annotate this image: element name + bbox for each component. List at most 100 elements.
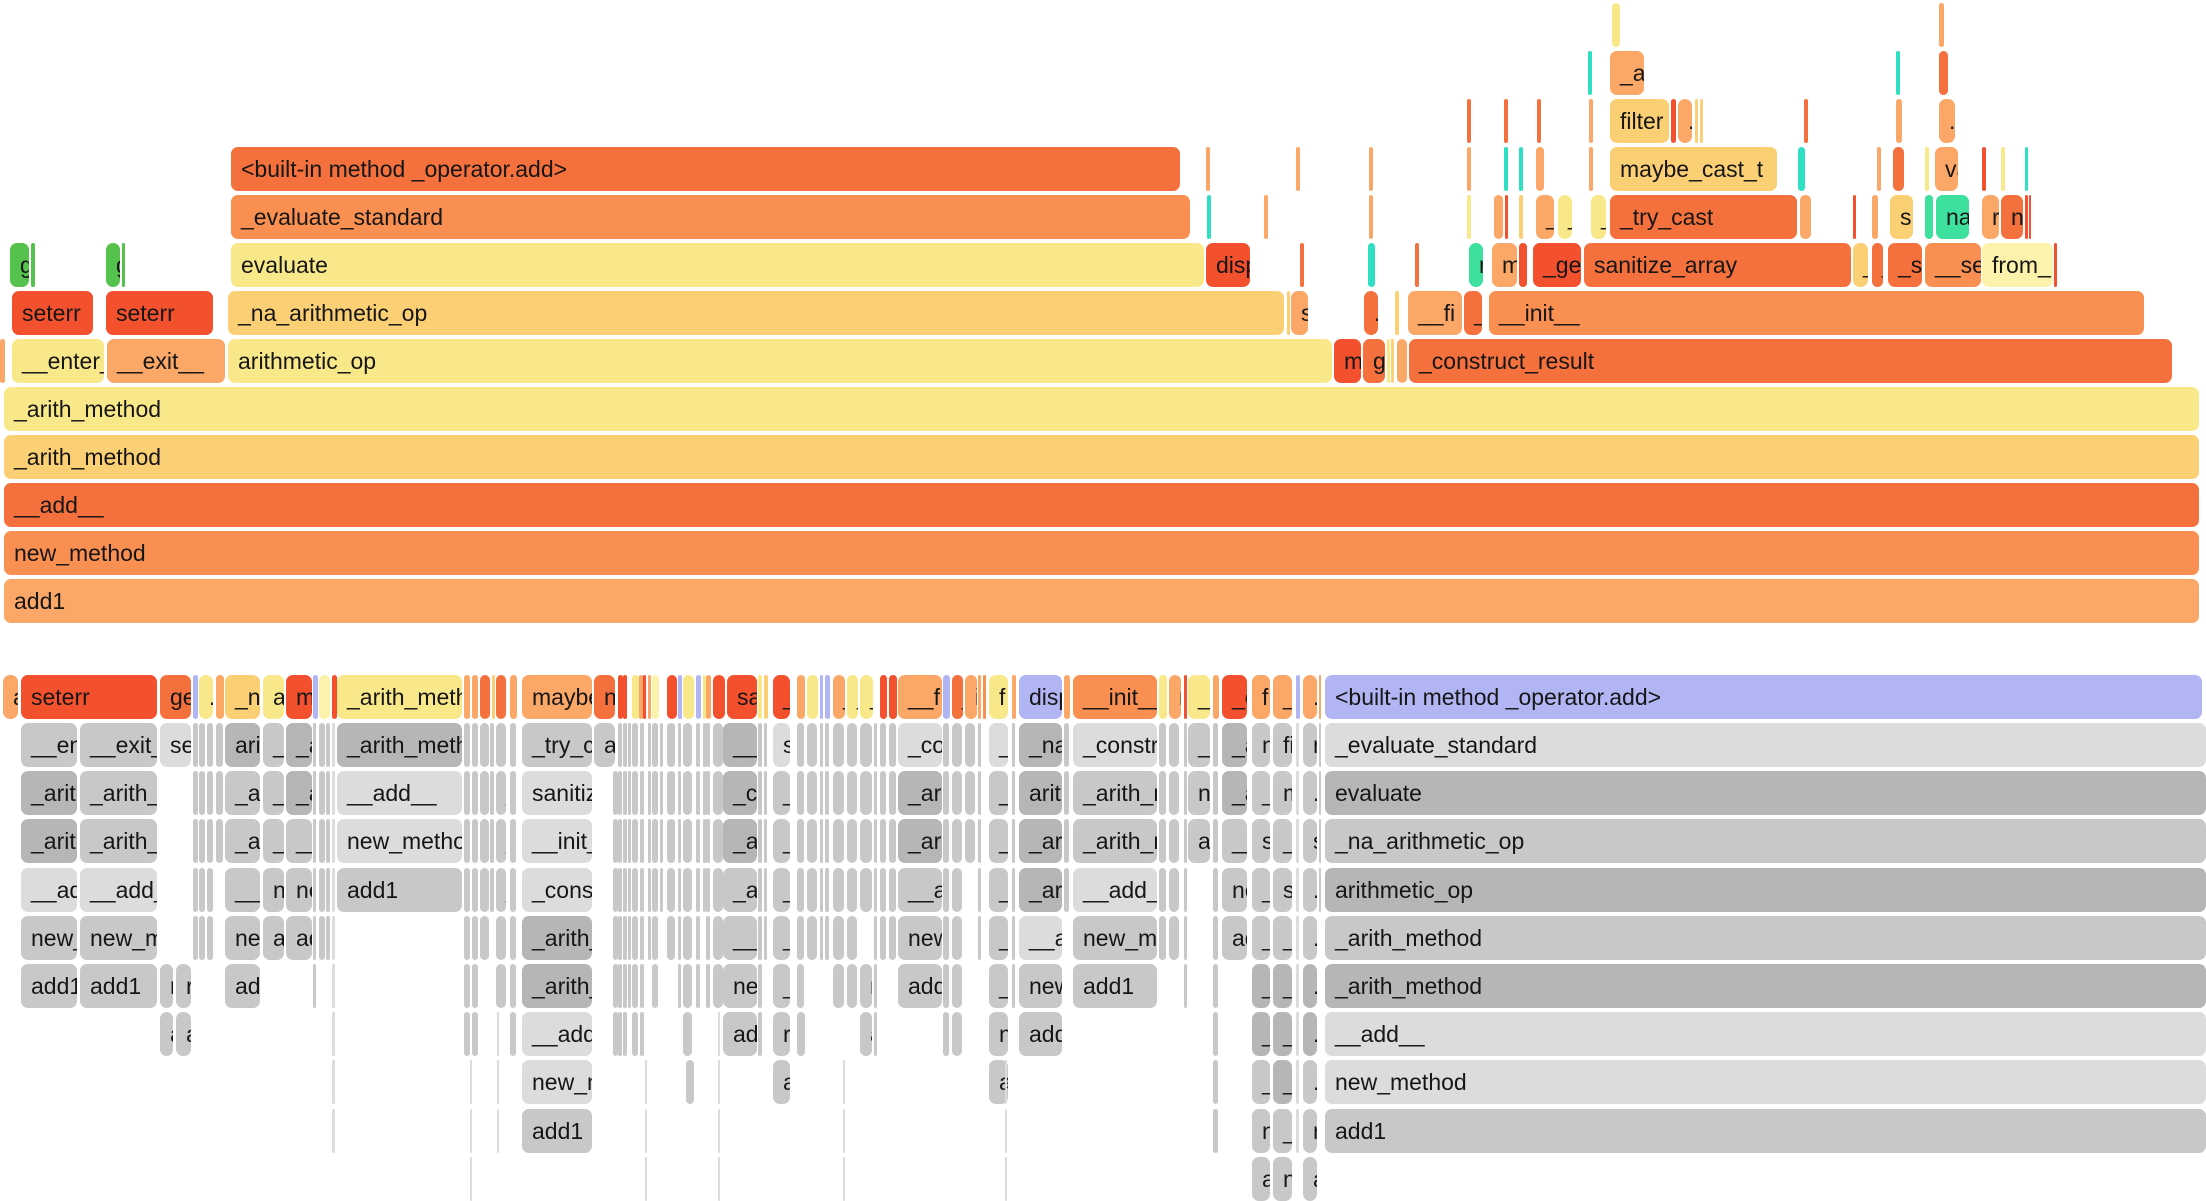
frame-sliver[interactable]: [965, 819, 975, 863]
frame-sliver[interactable]: [764, 771, 767, 815]
frame-__add__[interactable]: __add__: [898, 868, 942, 912]
frame-sliver[interactable]: [207, 771, 213, 815]
frame-[interactable]: .: [807, 675, 818, 719]
frame-_[interactable]: _: [1252, 964, 1270, 1008]
frame-sliver[interactable]: [696, 916, 700, 960]
frame-sliver[interactable]: [1939, 3, 1944, 47]
frame-_arith_method[interactable]: _arith_method: [1019, 868, 1062, 912]
frame-sliver[interactable]: [1213, 916, 1218, 960]
frame-sliver[interactable]: [492, 675, 495, 719]
frame-_[interactable]: _: [1273, 1109, 1292, 1153]
frame-g[interactable]: g: [106, 243, 120, 287]
frame-sliver[interactable]: [703, 868, 706, 912]
frame-_[interactable]: _: [496, 771, 506, 815]
frame-s[interactable]: s: [1273, 868, 1292, 912]
frame-maybe_cast_t[interactable]: maybe_cast_t: [522, 675, 592, 719]
frame-_[interactable]: _: [1188, 723, 1210, 767]
frame-n[interactable]: n: [594, 675, 615, 719]
frame-sliver[interactable]: [978, 771, 981, 815]
frame-sliver[interactable]: [1296, 147, 1300, 191]
frame-sliver[interactable]: [847, 916, 857, 960]
frame-sliver[interactable]: [628, 819, 631, 863]
frame-s[interactable]: s: [1303, 819, 1317, 863]
frame-sliver[interactable]: [706, 916, 710, 960]
frame-new_method[interactable]: new_method: [286, 868, 312, 912]
frame-sliver[interactable]: [965, 771, 975, 815]
frame-_[interactable]: _: [773, 819, 790, 863]
frame-na[interactable]: na: [1936, 195, 1969, 239]
frame-_try_cast[interactable]: _try_cast: [1610, 195, 1797, 239]
frame-arithmetic_op[interactable]: arithmetic_op: [228, 339, 1332, 383]
frame-sliver[interactable]: [1296, 964, 1299, 1008]
frame-new_method[interactable]: new_method: [1073, 916, 1157, 960]
frame-sliver[interactable]: [326, 916, 330, 960]
frame-__exit__[interactable]: __exit__: [107, 339, 225, 383]
frame-sliver[interactable]: [648, 723, 651, 767]
frame-s[interactable]: s: [773, 723, 790, 767]
frame-sliver[interactable]: [648, 868, 651, 912]
frame-sliver[interactable]: [706, 675, 711, 719]
frame-n[interactable]: n: [1252, 723, 1270, 767]
frame-add1[interactable]: add1: [1073, 964, 1157, 1008]
frame-sliver[interactable]: [1159, 819, 1166, 863]
frame-sliver[interactable]: [797, 964, 804, 1008]
frame-sliver[interactable]: [943, 916, 949, 960]
frame-sliver[interactable]: [678, 675, 682, 719]
frame-sliver[interactable]: [943, 723, 949, 767]
frame-_[interactable]: _: [1464, 291, 1482, 335]
frame-_[interactable]: _: [496, 819, 506, 863]
frame-sliver[interactable]: [880, 723, 886, 767]
frame-sliver[interactable]: [216, 675, 224, 719]
frame-r[interactable]: r: [860, 964, 872, 1008]
frame-sliver[interactable]: [640, 819, 644, 863]
frame-sliver[interactable]: [199, 819, 205, 863]
frame-sliver[interactable]: [833, 916, 844, 960]
frame-_n[interactable]: _n: [225, 675, 260, 719]
frame-sliver[interactable]: [313, 819, 316, 863]
frame-sliver[interactable]: [683, 1012, 692, 1056]
frame-_[interactable]: _: [989, 868, 1008, 912]
frame-[interactable]: .: [199, 675, 213, 719]
frame-sliver[interactable]: [758, 868, 762, 912]
frame-sliver[interactable]: [713, 819, 723, 863]
frame-sliver[interactable]: [797, 771, 804, 815]
frame-evaluate[interactable]: evaluate: [1325, 771, 2206, 815]
frame-sliver[interactable]: [632, 916, 638, 960]
frame-_[interactable]: _: [1273, 964, 1292, 1008]
frame-sliver[interactable]: [683, 723, 692, 767]
frame-sliver[interactable]: [1169, 723, 1179, 767]
frame-new_method[interactable]: new_method: [1019, 964, 1062, 1008]
frame-_arith_method[interactable]: _arith_method: [21, 819, 77, 863]
frame-sliver[interactable]: [497, 1012, 499, 1056]
frame-_[interactable]: _: [496, 868, 506, 912]
frame-_arith_method[interactable]: _arith_method: [286, 723, 312, 767]
frame-sliver[interactable]: [943, 1012, 949, 1056]
frame-sliver[interactable]: [678, 723, 681, 767]
frame-sliver[interactable]: [628, 868, 631, 912]
frame-sliver[interactable]: [470, 1060, 472, 1104]
frame-sliver[interactable]: [332, 771, 335, 815]
frame-sliver[interactable]: [618, 771, 622, 815]
frame-_[interactable]: _: [860, 675, 873, 719]
frame-sliver[interactable]: [807, 723, 817, 767]
frame-sliver[interactable]: [618, 723, 622, 767]
frame-add1[interactable]: add1: [80, 964, 157, 1008]
frame-sliver[interactable]: [193, 723, 198, 767]
frame-r[interactable]: r: [773, 1012, 790, 1056]
frame-sliver[interactable]: [1213, 868, 1218, 912]
frame-sliver[interactable]: [1184, 868, 1187, 912]
frame-new_method[interactable]: new_method: [263, 868, 284, 912]
frame-n[interactable]: n: [989, 1012, 1008, 1056]
frame-sliver[interactable]: [618, 964, 622, 1008]
frame-_arith_method[interactable]: _arith_method: [225, 819, 260, 863]
frame-_[interactable]: _: [1536, 195, 1554, 239]
frame-arithmetic_op[interactable]: arithmetic_op: [1325, 868, 2206, 912]
frame-sliver[interactable]: [628, 964, 631, 1008]
frame-a[interactable]: a: [496, 964, 506, 1008]
frame-sliver[interactable]: [1872, 195, 1878, 239]
frame-sliver[interactable]: [807, 819, 817, 863]
frame-sliver[interactable]: [965, 723, 975, 767]
frame-_[interactable]: _: [1872, 243, 1883, 287]
frame-sliver[interactable]: [313, 964, 316, 1008]
frame-sliver[interactable]: [758, 723, 762, 767]
